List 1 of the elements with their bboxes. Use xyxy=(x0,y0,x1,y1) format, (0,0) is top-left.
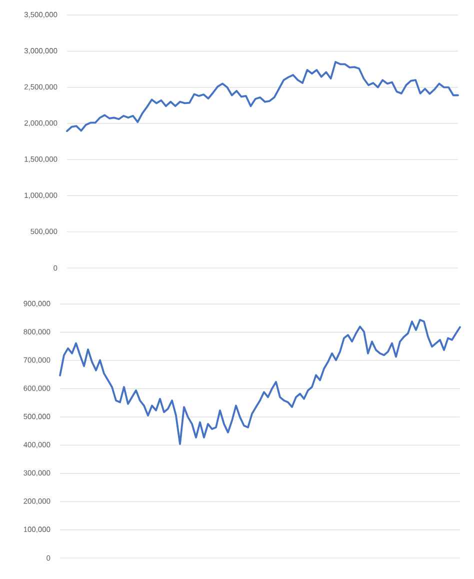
line-series xyxy=(66,61,459,132)
